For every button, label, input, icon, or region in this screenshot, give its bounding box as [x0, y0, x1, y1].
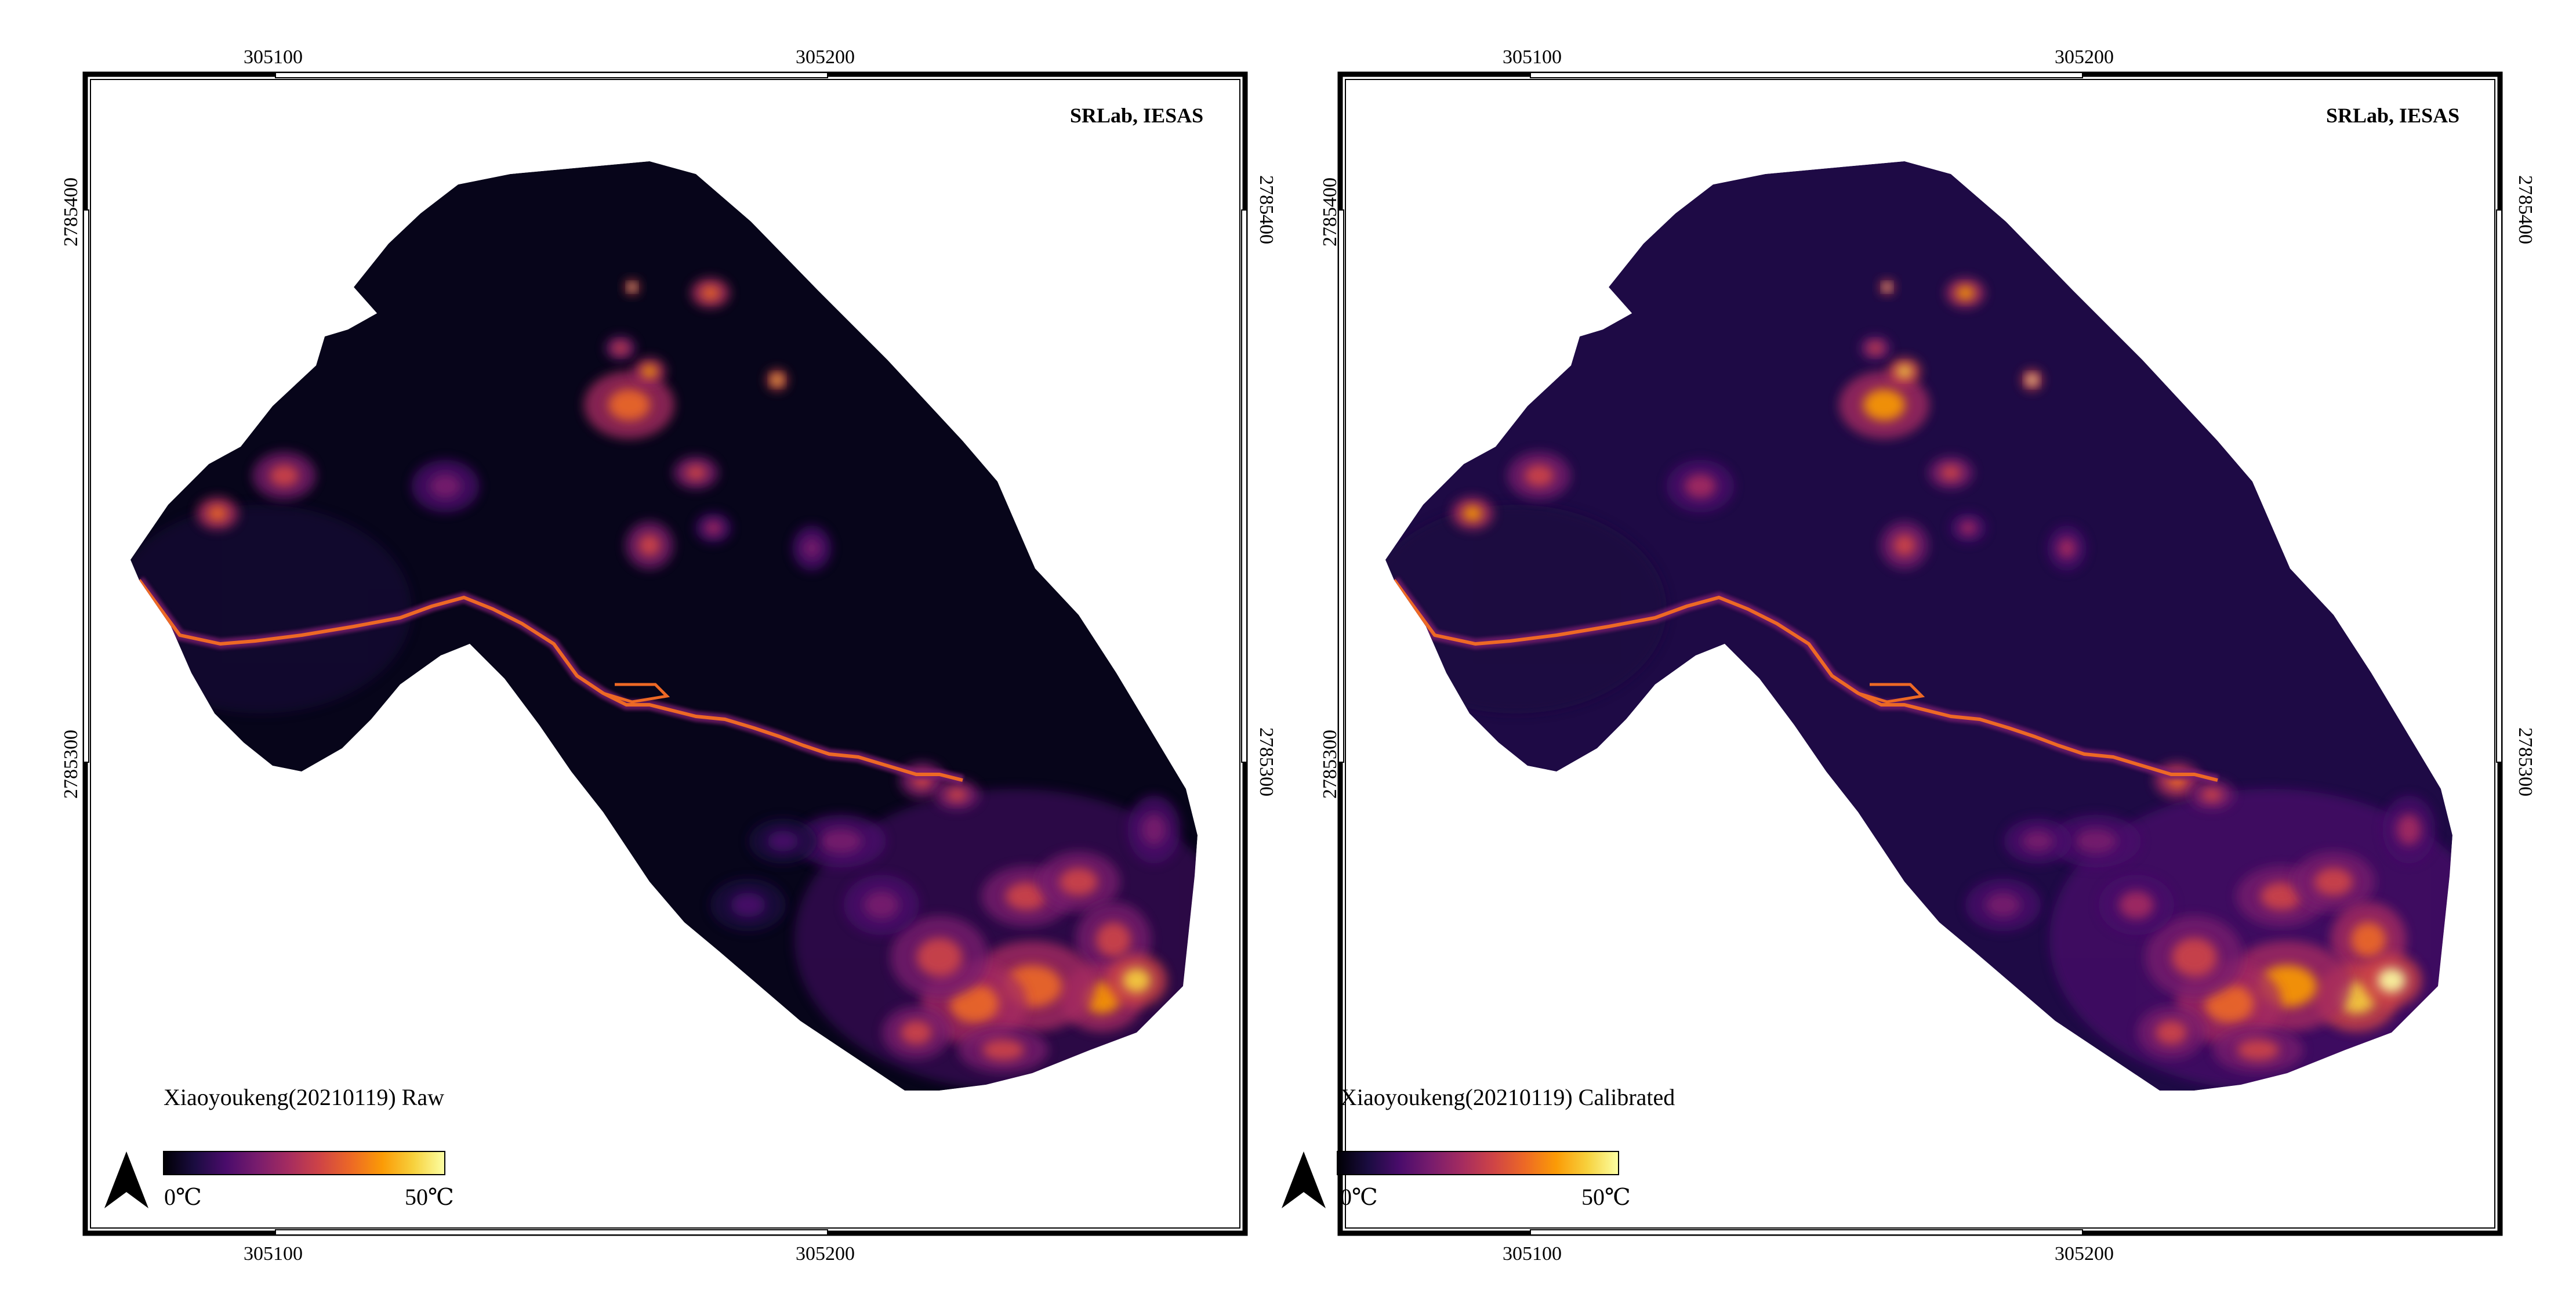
thermal-hotspot [2021, 369, 2043, 391]
thermal-mosaic [130, 161, 1198, 1091]
legend-max-label: 50℃ [405, 1184, 454, 1210]
thermal-hotspot [2047, 526, 2087, 571]
credit-text: SRLab, IESAS [2326, 104, 2460, 127]
map-panel-raw: 305100 305200 305100 305200 2785400 2785… [60, 46, 1277, 1265]
thermal-hotspot [691, 278, 730, 308]
thermal-hotspot [710, 878, 786, 932]
thermal-hotspot [633, 357, 666, 385]
thermal-mosaic [1385, 161, 2452, 1091]
thermal-hotspot [411, 459, 480, 513]
thermal-hotspot [695, 513, 732, 543]
thermal-hotspot [796, 814, 886, 868]
thermal-hotspot [2361, 954, 2422, 1007]
thermal-hotspot [1965, 878, 2041, 932]
northing-label-right-2: 2785300 [2515, 727, 2536, 796]
thermal-hotspot [792, 526, 832, 571]
thermal-hotspot [1839, 371, 1929, 439]
northing-label-left-1: 2785400 [1319, 178, 1341, 247]
northing-label-left-1: 2785400 [60, 178, 82, 247]
thermal-hotspot [766, 369, 788, 391]
thermal-hotspot [673, 456, 719, 490]
thermal-hotspot [844, 875, 919, 935]
thermal-hotspot [1451, 497, 1494, 530]
thermal-hotspot [1880, 521, 1929, 570]
northing-label-left-2: 2785300 [1319, 730, 1341, 799]
easting-label-top-2: 305200 [796, 46, 855, 68]
thermal-hotspot [2137, 1006, 2205, 1059]
thermal-hotspot [2099, 875, 2174, 935]
legend-max-label: 50℃ [1581, 1184, 1631, 1210]
thermal-hotspot [1106, 954, 1167, 1007]
stream-line [137, 579, 963, 782]
thermal-hotspot [1507, 451, 1571, 500]
easting-label-bottom-1: 305100 [1503, 1243, 1562, 1265]
thermal-hotspot [890, 915, 989, 999]
thermal-hotspot [934, 780, 979, 810]
thermal-hotspot [1946, 278, 1985, 308]
thermal-hotspot [1888, 357, 1921, 385]
thermal-hotspot [1666, 459, 1735, 513]
thermal-hotspot [2213, 1027, 2303, 1073]
easting-label-bottom-1: 305100 [244, 1243, 303, 1265]
thermal-hotspot [1880, 280, 1895, 295]
easting-label-bottom-2: 305200 [2055, 1243, 2114, 1265]
thermal-hotspot [882, 1006, 950, 1059]
northing-label-left-2: 2785300 [60, 730, 82, 799]
north-arrow-icon [1282, 1151, 1326, 1208]
northing-label-right-1: 2785400 [2515, 175, 2536, 244]
thermal-hotspot [958, 1027, 1048, 1073]
thermal-hotspot [2145, 915, 2244, 999]
map-frame [1282, 71, 2503, 1236]
map-frame [82, 71, 1248, 1236]
thermal-hotspot [196, 497, 239, 530]
thermal-hotspot [1928, 456, 1973, 490]
thermal-hotspot [2004, 818, 2072, 864]
legend-min-label: 0℃ [164, 1184, 202, 1210]
easting-label-top-2: 305200 [2055, 46, 2114, 68]
north-arrow-icon [104, 1151, 148, 1208]
legend-colorbar [163, 1151, 445, 1175]
credit-text: SRLab, IESAS [1070, 104, 1204, 127]
stream-branch [603, 683, 670, 704]
thermal-hotspot [1037, 852, 1120, 912]
legend-min-label: 0℃ [1340, 1184, 1378, 1210]
thermal-hotspot [625, 280, 640, 295]
map-title: Xiaoyoukeng(20210119) Calibrated [1340, 1084, 1675, 1110]
thermal-hotspot [749, 818, 817, 864]
thermal-hotspot [2292, 852, 2375, 912]
thermal-hotspot [625, 521, 674, 570]
thermal-hotspot [252, 451, 316, 500]
thermal-hotspot [2189, 780, 2234, 810]
easting-label-top-1: 305100 [244, 46, 303, 68]
thermal-hotspot [2051, 814, 2141, 868]
easting-label-top-1: 305100 [1503, 46, 1562, 68]
legend-colorbar [1337, 1151, 1619, 1175]
map-title: Xiaoyoukeng(20210119) Raw [164, 1084, 444, 1110]
easting-label-bottom-2: 305200 [796, 1243, 855, 1265]
thermal-hotspot [584, 371, 674, 439]
thermal-hotspot [1950, 513, 1987, 543]
thermal-hotspot [605, 336, 636, 360]
stream-line [1392, 579, 2218, 782]
stream-branch [1857, 683, 1925, 704]
thermal-hotspot [1127, 795, 1181, 864]
map-panel-calibrated: 305100 305200 305100 305200 2785400 2785… [1259, 0, 2547, 1304]
thermal-hotspot [1860, 336, 1891, 360]
thermal-hotspot [2382, 795, 2436, 864]
thermal-hotspot [981, 866, 1072, 926]
